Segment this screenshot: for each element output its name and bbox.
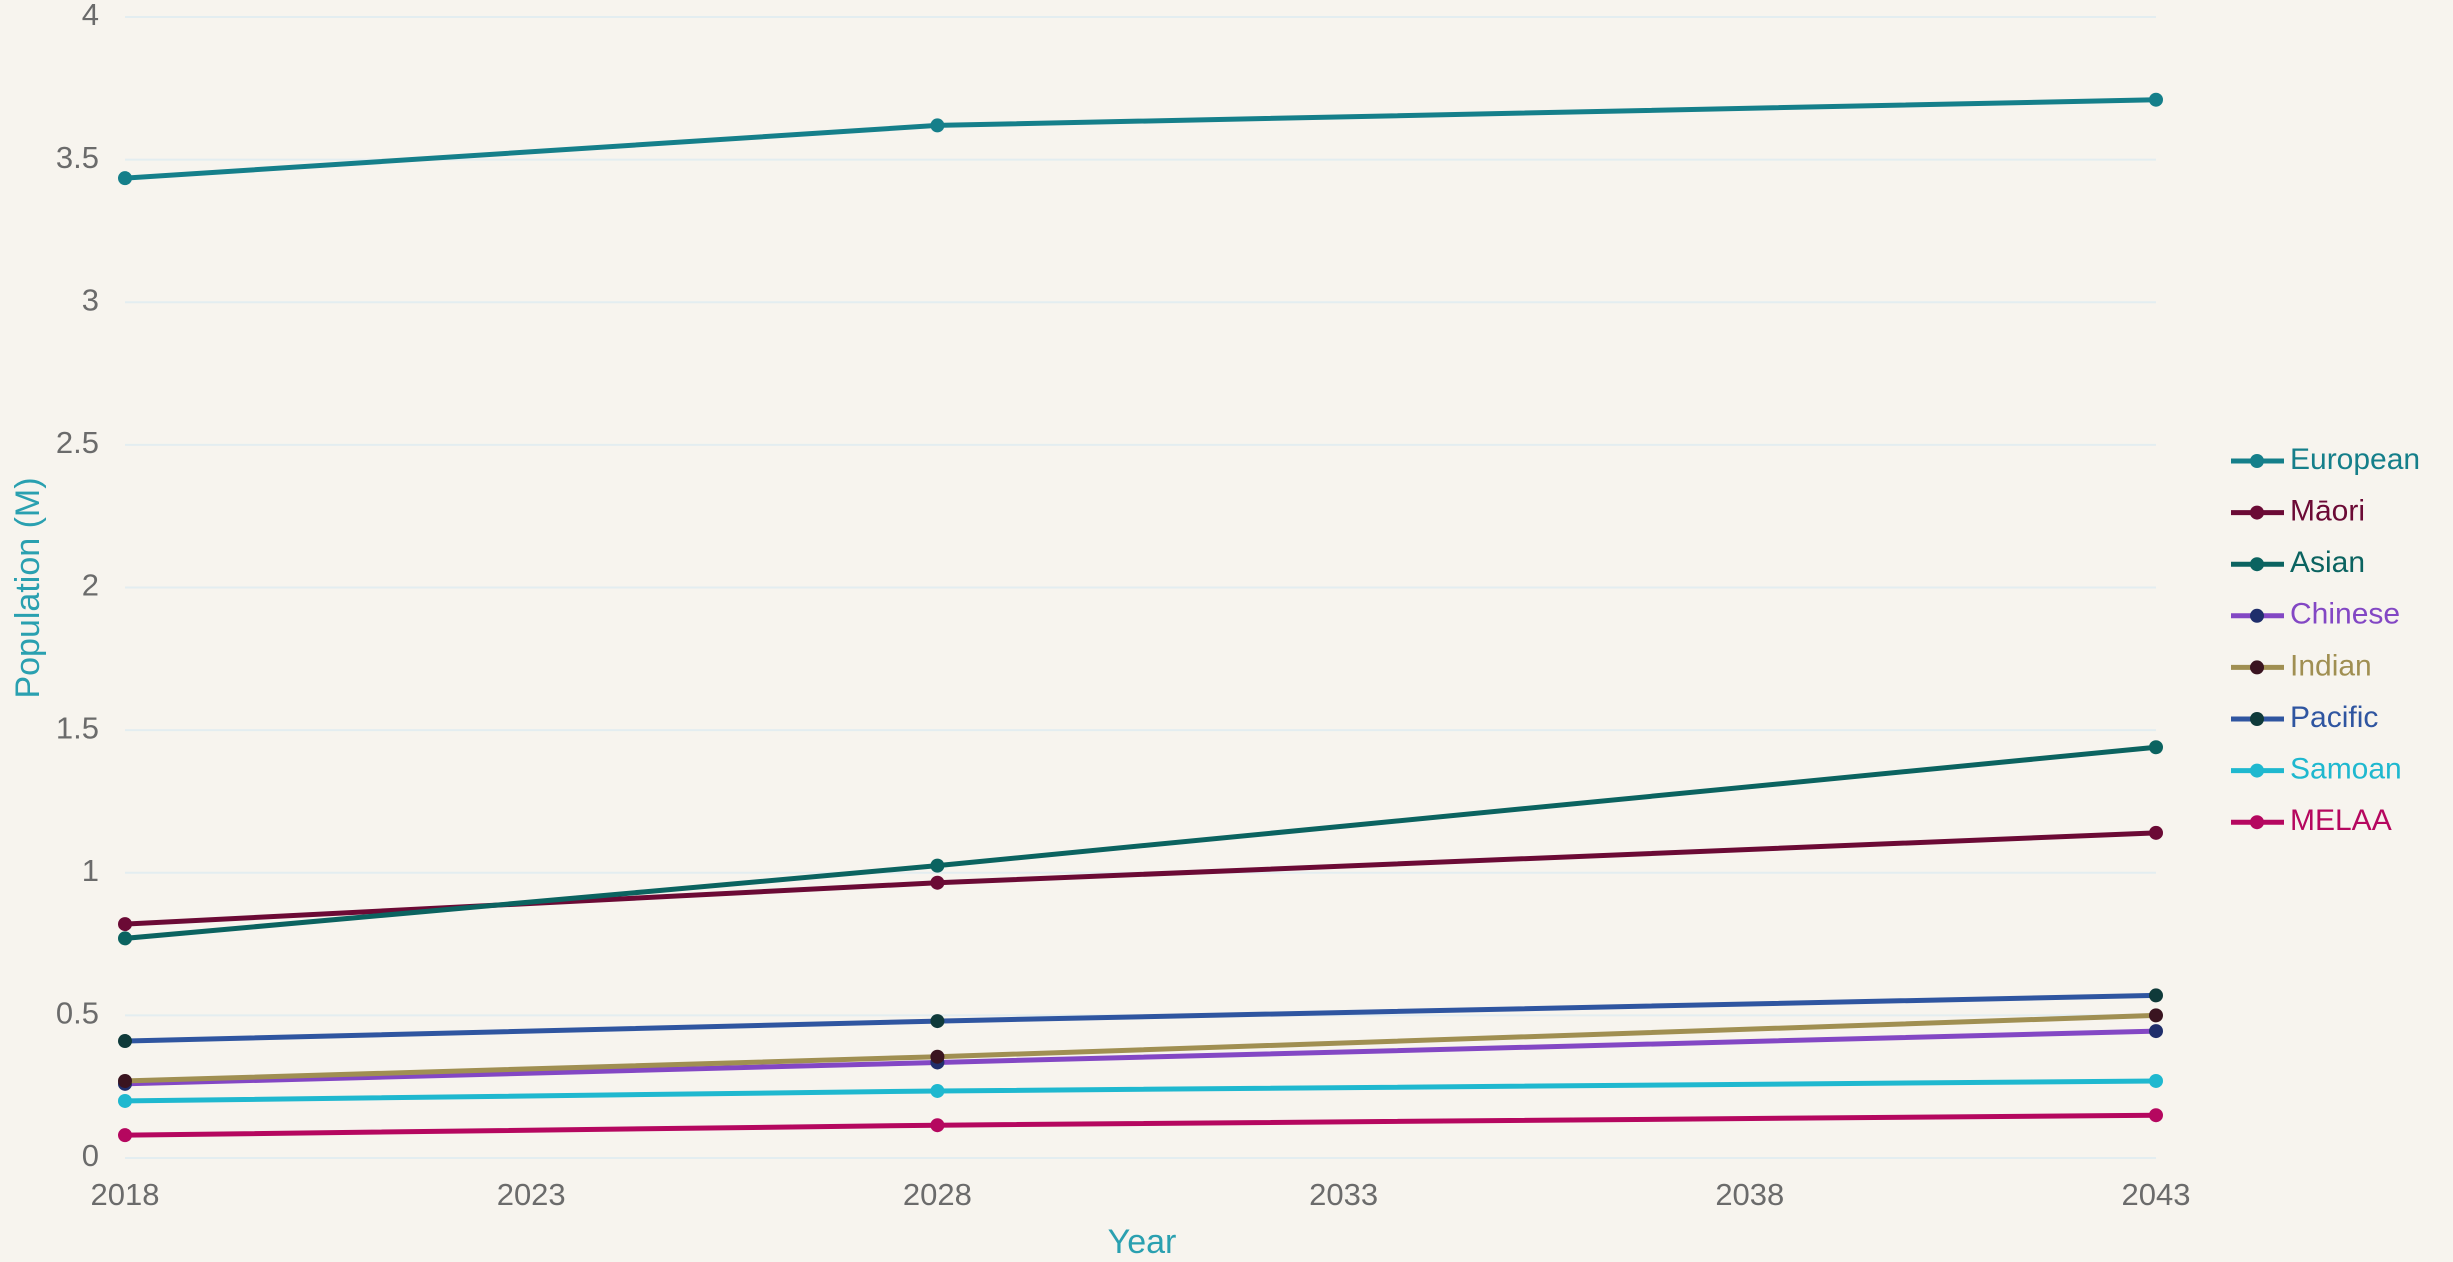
series-line [124,992,2157,1044]
data-point [118,931,132,946]
data-point [2149,825,2163,840]
legend-marker [2250,454,2264,468]
data-point [118,1093,132,1108]
legend-marker [2250,660,2264,675]
series-line [124,1078,2157,1104]
y-tick-label: 2.5 [56,425,99,460]
data-point [930,1083,945,1098]
data-point [2149,1108,2163,1123]
y-axis-label: Population (M) [9,477,47,698]
series-line [124,1028,2157,1087]
legend-label: European [2290,443,2420,476]
data-point [2149,1073,2163,1088]
y-tick-label: 0.5 [56,996,99,1031]
data-point [930,875,945,890]
data-point [2149,1008,2163,1023]
x-axis-label: Year [1108,1223,1177,1261]
y-tick-label: 0 [82,1138,99,1173]
legend-label: Asian [2290,546,2365,579]
x-tick-label: 2028 [903,1177,972,1212]
series-line [124,1012,2157,1084]
legend-marker [2250,712,2264,726]
x-tick-label: 2023 [497,1177,566,1212]
data-point [118,1034,132,1049]
legend-label: Indian [2290,649,2372,682]
y-tick-label: 3.5 [56,140,99,175]
legend-marker [2250,815,2264,830]
legend-label: Samoan [2290,753,2402,786]
data-point [2149,740,2163,755]
data-point [930,1049,945,1064]
y-tick-label: 2 [82,568,99,603]
data-point [930,1118,945,1133]
data-point [2149,1024,2163,1039]
y-tick-label: 1.5 [56,710,99,745]
y-tick-label: 4 [82,0,99,32]
y-tick-label: 3 [82,282,99,317]
data-point [930,858,945,873]
series-line [124,1112,2157,1138]
legend-marker [2250,557,2264,572]
data-point [2149,92,2163,107]
data-point [930,118,945,133]
legend-marker [2250,505,2264,520]
legend-label: MELAA [2290,804,2392,837]
legend-marker [2250,763,2264,778]
legend-label: Chinese [2290,598,2400,631]
x-tick-label: 2043 [2122,1177,2191,1212]
data-point [118,1128,132,1143]
series-line [124,97,2157,181]
x-tick-label: 2018 [91,1177,160,1212]
legend-label: Māori [2290,495,2365,528]
data-point [2149,988,2163,1003]
x-tick-label: 2038 [1715,1177,1784,1212]
data-point [118,917,132,932]
legend-label: Pacific [2290,701,2378,734]
x-tick-label: 2033 [1309,1177,1378,1212]
data-point [930,1014,945,1029]
y-tick-label: 1 [82,853,99,888]
data-point [118,1073,132,1088]
data-point [118,171,132,186]
legend-marker [2250,608,2264,623]
